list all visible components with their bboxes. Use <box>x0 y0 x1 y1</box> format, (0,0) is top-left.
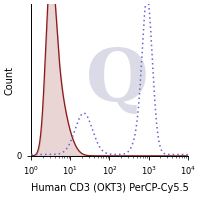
Text: Q: Q <box>86 45 149 115</box>
X-axis label: Human CD3 (OKT3) PerCP-Cy5.5: Human CD3 (OKT3) PerCP-Cy5.5 <box>31 183 188 193</box>
Y-axis label: Count: Count <box>4 66 14 95</box>
